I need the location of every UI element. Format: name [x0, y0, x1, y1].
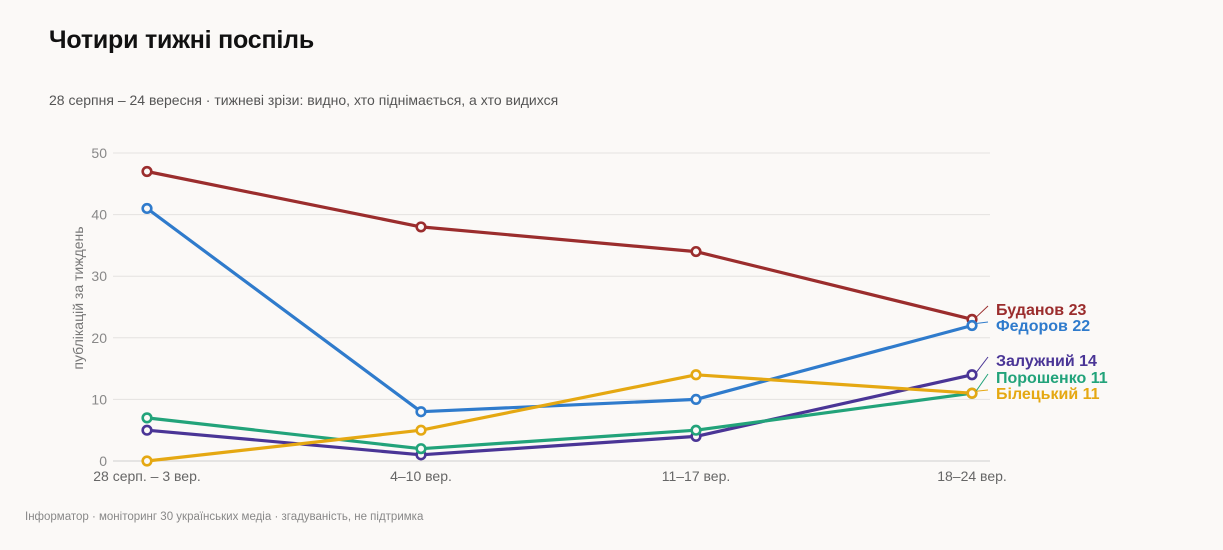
data-point [690, 369, 702, 381]
gridlines [113, 152, 990, 462]
y-axis-label: публікацій за тиждень [70, 226, 86, 369]
y-tick-label: 0 [99, 453, 107, 469]
series-end-label: Федоров 22 [996, 318, 1090, 335]
x-tick-label: 18–24 вер. [937, 468, 1007, 484]
data-point [415, 221, 427, 233]
y-tick-label: 40 [91, 207, 107, 223]
series-end-label: Білецький 11 [996, 386, 1100, 403]
x-tick-label: 11–17 вер. [662, 468, 731, 484]
y-tick-label: 20 [91, 330, 107, 346]
series-end-label: Залужний 14 [996, 353, 1097, 370]
data-point [415, 406, 427, 418]
data-point [966, 319, 978, 332]
x-tick-label: 4–10 вер. [390, 468, 452, 484]
chart-subtitle: 28 серпня – 24 вересня · тижневі зрізи: … [49, 92, 559, 108]
data-point [690, 393, 702, 406]
leader-line [975, 373, 989, 392]
data-point [966, 387, 978, 399]
series-lines [141, 165, 978, 467]
leader-line [975, 321, 989, 324]
y-tick-label: 10 [91, 391, 107, 407]
y-tick-label: 50 [91, 145, 107, 161]
leader-line [975, 389, 989, 392]
data-point [141, 165, 153, 178]
data-point [141, 424, 153, 436]
series-line [145, 373, 974, 463]
x-tick-labels: 28 серп. – 3 вер. 4–10 вер. 11–17 вер. 18–2… [93, 468, 1007, 484]
data-point [966, 369, 978, 381]
y-tick-label: 30 [91, 268, 107, 284]
chart-title: Чотири тижні поспіль [49, 26, 314, 54]
data-point [690, 245, 702, 258]
x-tick-label: 28 серп. – 3 вер. [93, 468, 201, 484]
data-point [690, 424, 702, 436]
y-tick-labels: 0 10 20 30 40 50 [91, 145, 107, 469]
series-line [145, 206, 974, 414]
data-point [141, 455, 153, 467]
series-line [145, 373, 974, 457]
data-point [415, 443, 427, 455]
data-point [415, 424, 427, 436]
leader-line [975, 356, 989, 374]
data-point [141, 202, 153, 215]
series-line [145, 391, 974, 451]
data-point [141, 412, 153, 424]
source-note: Інформатор · моніторинг 30 українських м… [25, 511, 424, 523]
series-end-label: Буданов 23 [996, 302, 1086, 319]
series-line [145, 169, 974, 321]
leader-line [975, 305, 989, 318]
series-end-label: Порошенко 11 [996, 370, 1108, 387]
